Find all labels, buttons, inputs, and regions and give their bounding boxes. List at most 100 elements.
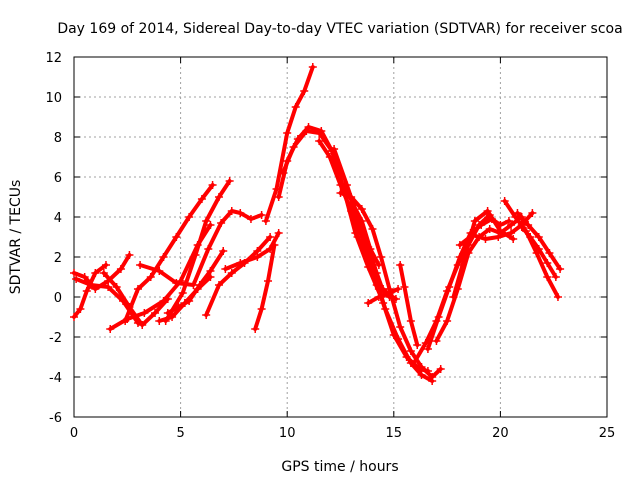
series-track-10 bbox=[163, 247, 228, 317]
data-point bbox=[206, 221, 215, 229]
data-point bbox=[185, 213, 194, 221]
data-point bbox=[140, 309, 149, 317]
data-point bbox=[87, 281, 96, 289]
data-point bbox=[485, 225, 494, 233]
data-point bbox=[172, 233, 181, 241]
data-point bbox=[428, 373, 437, 381]
data-point bbox=[394, 285, 403, 293]
data-point bbox=[197, 195, 206, 203]
data-point bbox=[364, 243, 373, 251]
series-track-30 bbox=[500, 197, 562, 301]
data-point bbox=[391, 295, 400, 303]
data-point bbox=[246, 215, 255, 223]
data-point bbox=[257, 211, 266, 219]
data-point bbox=[460, 255, 469, 263]
data-point bbox=[253, 253, 262, 261]
series-line bbox=[163, 179, 232, 323]
data-point bbox=[330, 145, 339, 153]
data-point bbox=[251, 325, 260, 333]
y-tick-label: 4 bbox=[54, 211, 62, 226]
data-point bbox=[91, 269, 100, 277]
data-point bbox=[206, 267, 215, 275]
data-point bbox=[261, 217, 270, 225]
data-point bbox=[517, 223, 526, 231]
series-line bbox=[138, 209, 264, 287]
data-point bbox=[283, 129, 292, 137]
data-point bbox=[434, 313, 443, 321]
series-line bbox=[123, 183, 215, 323]
series-line bbox=[253, 243, 277, 331]
data-point bbox=[204, 245, 213, 253]
data-point bbox=[553, 293, 562, 301]
data-point bbox=[274, 193, 283, 201]
data-point bbox=[385, 291, 394, 299]
data-point bbox=[214, 193, 223, 201]
data-point bbox=[445, 283, 454, 291]
data-point bbox=[513, 209, 522, 217]
data-point bbox=[191, 251, 200, 259]
series-track-22 bbox=[364, 285, 403, 307]
series-line bbox=[204, 235, 273, 317]
y-tick-label: 8 bbox=[54, 131, 62, 146]
data-point bbox=[133, 285, 142, 293]
data-point bbox=[377, 253, 386, 261]
data-point bbox=[374, 293, 383, 301]
data-point bbox=[528, 209, 537, 217]
data-point bbox=[202, 217, 211, 225]
data-point bbox=[101, 261, 110, 269]
data-point bbox=[436, 365, 445, 373]
data-point bbox=[227, 207, 236, 215]
data-point bbox=[146, 273, 155, 281]
data-point bbox=[125, 251, 134, 259]
data-point bbox=[411, 357, 420, 365]
data-point bbox=[106, 325, 115, 333]
data-point bbox=[315, 129, 324, 137]
data-point bbox=[455, 253, 464, 261]
data-point bbox=[468, 231, 477, 239]
chart-title: Day 169 of 2014, Sidereal Day-to-day VTE… bbox=[57, 21, 622, 37]
series-track-13 bbox=[251, 241, 279, 333]
data-point bbox=[477, 221, 486, 229]
data-point bbox=[325, 153, 334, 161]
series-line bbox=[374, 283, 398, 301]
series-line bbox=[502, 199, 560, 299]
data-point bbox=[406, 359, 415, 367]
data-point bbox=[116, 265, 125, 273]
data-point bbox=[159, 253, 168, 261]
x-tick-label: 20 bbox=[492, 426, 509, 441]
data-point bbox=[347, 199, 356, 207]
data-point bbox=[507, 229, 516, 237]
data-point bbox=[364, 299, 373, 307]
data-point bbox=[136, 261, 145, 269]
data-point bbox=[355, 221, 364, 229]
data-point bbox=[372, 269, 381, 277]
data-point bbox=[379, 285, 388, 293]
data-point bbox=[270, 241, 279, 249]
y-tick-label: 6 bbox=[54, 171, 62, 186]
x-tick-label: 25 bbox=[599, 426, 616, 441]
data-point bbox=[396, 261, 405, 269]
data-point bbox=[308, 63, 317, 71]
data-point bbox=[80, 273, 89, 281]
data-point bbox=[155, 317, 164, 325]
data-point bbox=[500, 197, 509, 205]
data-point bbox=[381, 305, 390, 313]
axis-ticks bbox=[73, 56, 608, 418]
data-point bbox=[214, 281, 223, 289]
series-track-31 bbox=[513, 209, 565, 273]
data-point bbox=[534, 245, 543, 253]
data-point bbox=[368, 225, 377, 233]
x-axis-label: GPS time / hours bbox=[281, 459, 398, 475]
series-track-24 bbox=[396, 261, 422, 349]
data-point bbox=[217, 219, 226, 227]
data-point bbox=[104, 283, 113, 291]
series-line bbox=[398, 263, 420, 347]
data-point bbox=[394, 335, 403, 343]
series-track-32 bbox=[517, 223, 560, 281]
data-point bbox=[219, 247, 228, 255]
data-point bbox=[449, 293, 458, 301]
data-point bbox=[264, 277, 273, 285]
data-point bbox=[208, 181, 217, 189]
data-point bbox=[236, 209, 245, 217]
